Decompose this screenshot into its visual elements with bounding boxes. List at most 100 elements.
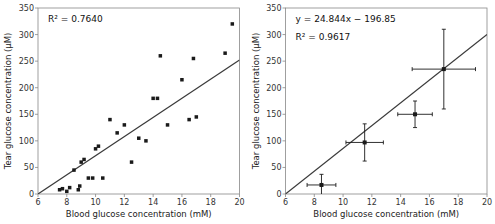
plot-frame [286,8,488,194]
x-tick-label: 18 [206,198,216,207]
error-cap [442,108,446,109]
x-tick [181,194,182,197]
y-tick-label: 0 [29,190,34,199]
x-tick-label: 6 [35,198,40,207]
panel: 68101214161820050100150200250300350Blood… [3,4,245,219]
y-axis-label: Tear glucose concentration (μM) [251,33,261,171]
x-tick-label: 10 [90,198,100,207]
y-tick-label: 50 [271,163,281,172]
y-tick-label: 50 [24,163,34,172]
x-axis-label: Blood glucose concentration (mM) [66,209,212,219]
error-cap [432,112,433,116]
y-tick-label: 250 [266,57,281,66]
x-tick [153,194,154,197]
scatter-point [180,78,184,82]
y-tick [283,167,286,168]
scatter-point [65,190,69,194]
x-tick-label: 14 [148,198,158,207]
annotation: R² = 0.7640 [48,14,103,24]
scatter-point [82,158,86,162]
regression-line [286,35,488,194]
x-tick [400,194,401,197]
scatter-point [101,176,105,180]
error-cap [383,140,384,144]
y-tick-label: 100 [266,137,281,146]
x-tick [371,194,372,197]
y-tick-label: 200 [19,84,34,93]
x-tick-label: 8 [312,198,317,207]
scatter-point [187,118,191,122]
y-tick [283,61,286,62]
y-error-bar [413,101,417,128]
x-tick-label: 12 [119,198,129,207]
scatter-point [413,112,417,116]
y-tick-label: 200 [266,84,281,93]
error-cap [319,174,323,175]
y-tick-label: 0 [276,190,281,199]
scatter-point [123,123,127,127]
x-tick [343,194,344,197]
annotation: R² = 0.9617 [296,32,351,42]
scatter-point [97,144,101,148]
scatter-point [78,184,82,188]
scatter-point [192,57,196,61]
y-tick [35,61,38,62]
y-tick [35,34,38,35]
x-tick-label: 8 [64,198,69,207]
x-tick-label: 18 [453,198,463,207]
x-tick-label: 6 [283,198,288,207]
x-tick-label: 12 [367,198,377,207]
error-cap [397,112,398,116]
error-cap [363,161,367,162]
y-tick [283,8,286,9]
x-error-bar [412,67,475,71]
y-tick [283,140,286,141]
x-error-bar [398,112,433,116]
y-error-bar [319,174,323,194]
y-tick-label: 350 [19,4,34,13]
y-tick [283,34,286,35]
scatter-point [144,139,148,143]
x-tick [38,194,39,197]
plot-area [38,22,240,194]
x-tick [66,194,67,197]
error-cap [413,101,417,102]
x-tick [239,194,240,197]
y-tick [283,114,286,115]
scatter-point [195,115,199,119]
y-tick-label: 150 [19,110,34,119]
x-tick [314,194,315,197]
y-tick-label: 300 [266,31,281,40]
scatter-point [166,123,170,127]
scatter-point [115,131,119,135]
x-tick [429,194,430,197]
plot-frame [38,8,240,194]
x-tick [95,194,96,197]
x-tick [458,194,459,197]
error-cap [442,29,446,30]
y-tick-label: 250 [19,57,34,66]
y-tick [35,167,38,168]
background [0,0,495,224]
y-tick-label: 100 [19,137,34,146]
scatter-point [223,51,227,55]
y-tick-label: 350 [266,4,281,13]
x-error-bar [346,140,383,144]
regression-line [38,60,240,194]
x-tick-label: 16 [177,198,187,207]
y-tick [35,8,38,9]
scatter-point [231,22,235,26]
plot-area [286,29,488,194]
y-tick [35,194,38,195]
y-tick [35,140,38,141]
y-tick [283,194,286,195]
x-tick-label: 14 [396,198,406,207]
y-error-bar [363,124,367,161]
scatter-point [130,160,134,164]
error-cap [475,67,476,71]
scatter-point [159,54,163,58]
scatter-point [61,187,65,191]
scatter-point [91,176,95,180]
x-tick [210,194,211,197]
y-tick-label: 300 [19,31,34,40]
